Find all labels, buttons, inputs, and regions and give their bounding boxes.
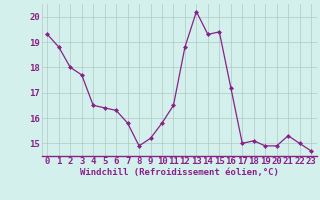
X-axis label: Windchill (Refroidissement éolien,°C): Windchill (Refroidissement éolien,°C) bbox=[80, 168, 279, 177]
